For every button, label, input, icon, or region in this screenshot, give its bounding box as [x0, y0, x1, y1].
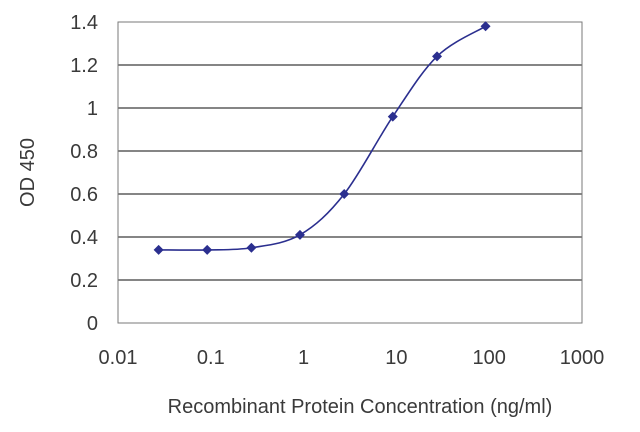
y-tick-label-2: 0.4 [70, 227, 98, 249]
x-axis-title: Recombinant Protein Concentration (ng/ml… [168, 396, 553, 418]
data-point-6 [432, 51, 443, 62]
data-point-7 [480, 21, 491, 32]
y-tick-label-4: 0.8 [70, 141, 98, 163]
y-tick-label-5: 1 [87, 98, 98, 120]
y-tick-label-1: 0.2 [70, 270, 98, 292]
data-point-0 [153, 244, 164, 255]
grid-layer [118, 64, 582, 281]
y-tick-label-6: 1.2 [70, 55, 98, 77]
y-tick-label-3: 0.6 [70, 184, 98, 206]
x-tick-label-3: 10 [385, 347, 407, 369]
x-tick-label-4: 100 [473, 347, 506, 369]
series-line-0 [158, 25, 486, 251]
data-point-5 [387, 111, 398, 122]
y-tick-label-0: 0 [87, 313, 98, 335]
data-point-4 [339, 189, 350, 199]
plot-frame [117, 21, 583, 324]
x-tick-label-0: 0.01 [99, 347, 138, 369]
series-layer [153, 21, 491, 255]
y-tick-label-7: 1.4 [70, 12, 98, 34]
x-tick-labels: 0.01 0.1 1 10 100 1000 [99, 347, 605, 369]
x-tick-label-2: 1 [298, 347, 309, 369]
data-point-1 [202, 244, 213, 255]
data-point-2 [246, 242, 257, 253]
y-tick-labels: 0 0.2 0.4 0.6 0.8 1 1.2 1.4 [70, 12, 98, 335]
x-tick-label-5: 1000 [560, 347, 605, 369]
x-tick-label-1: 0.1 [197, 347, 225, 369]
data-point-3 [294, 229, 305, 240]
y-axis-title: OD 450 [17, 138, 39, 207]
